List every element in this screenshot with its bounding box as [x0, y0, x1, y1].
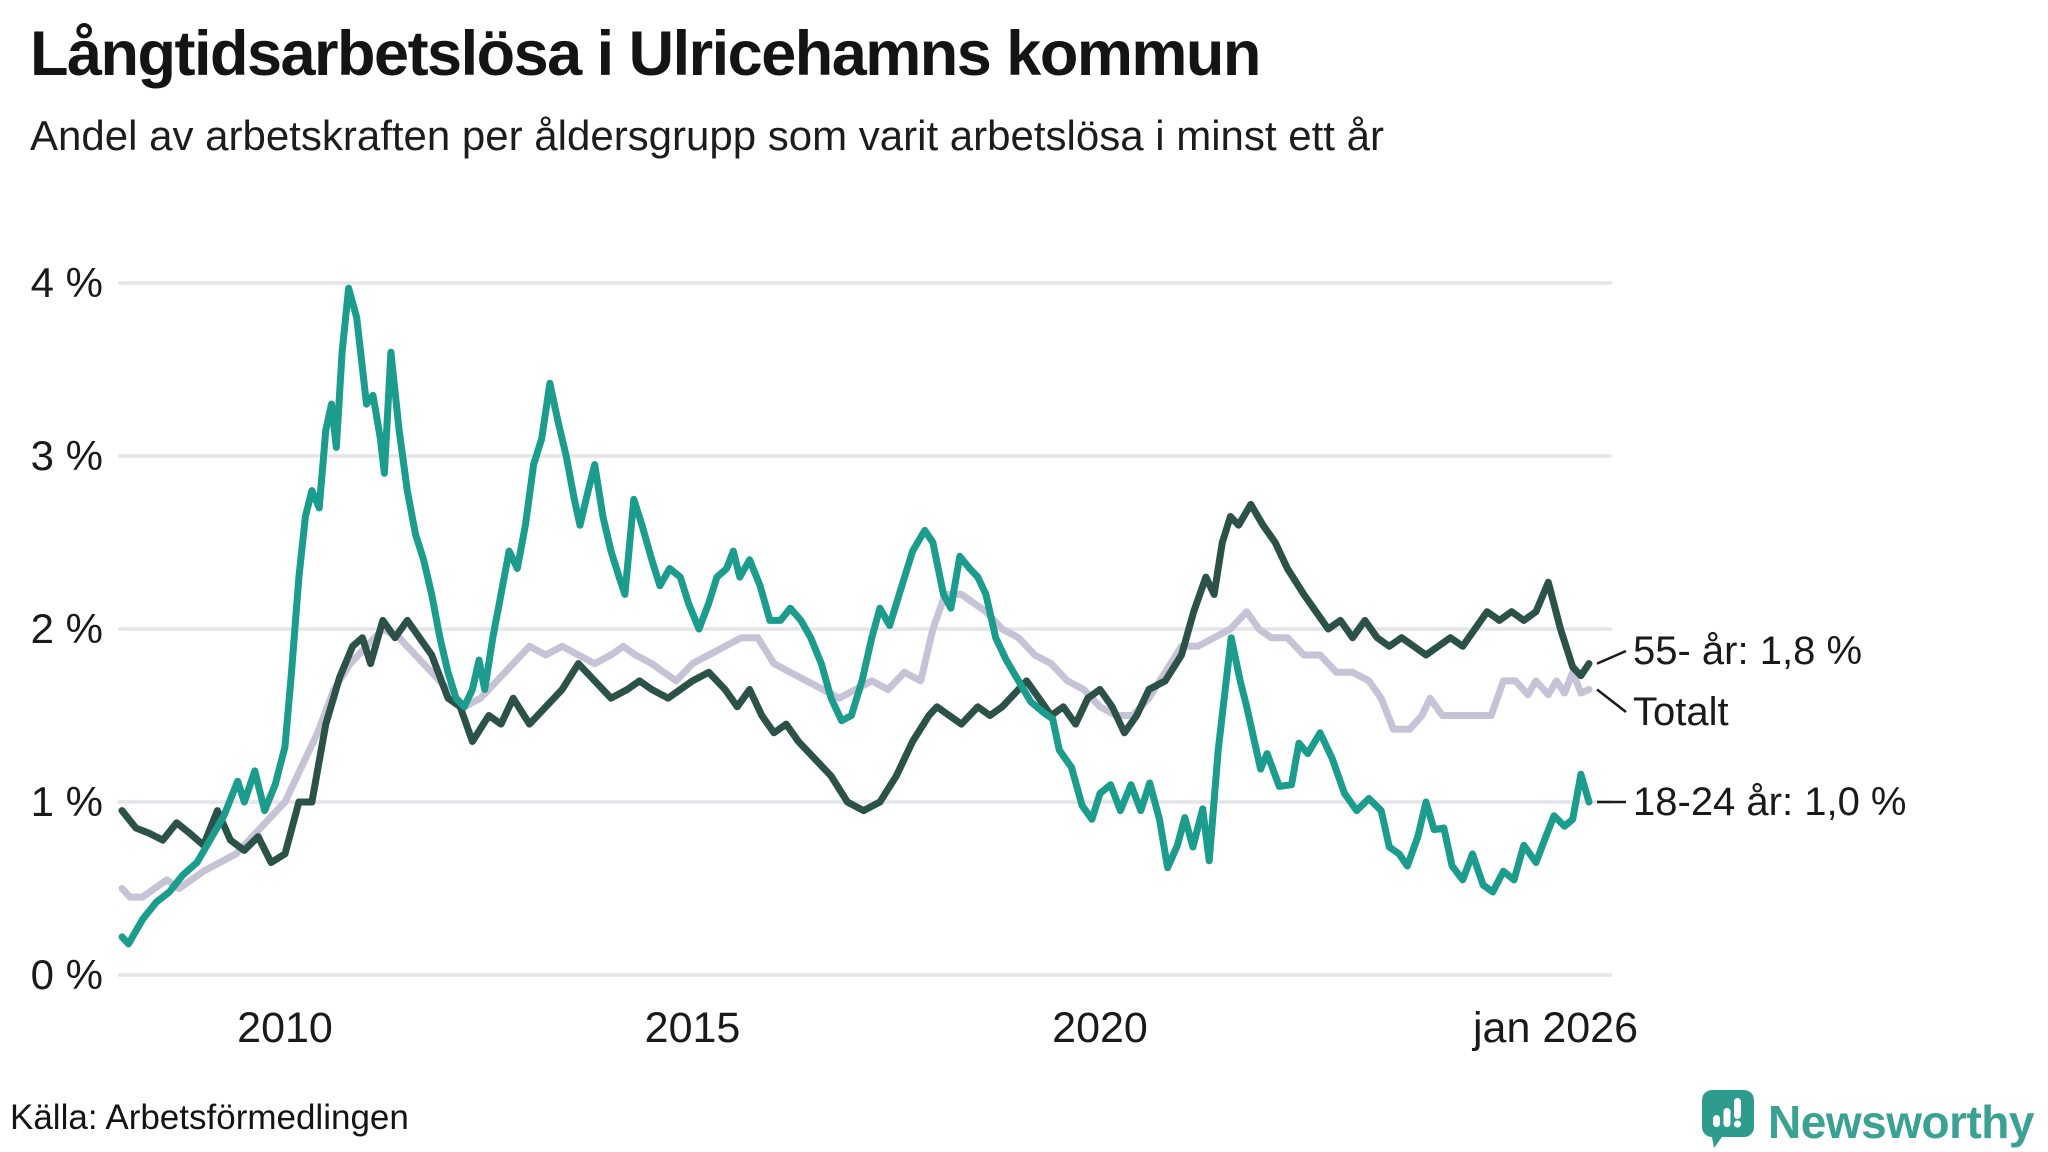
brand-logo: Newsworthy	[1702, 1090, 2034, 1152]
x-axis-tick-label: 2010	[237, 1004, 333, 1052]
end-label-connector	[1596, 649, 1627, 665]
x-axis-tick-label: jan 2026	[1471, 1004, 1638, 1052]
y-axis-tick-label: 3 %	[31, 432, 103, 479]
series-line-18-24-r	[118, 284, 1593, 948]
series-end-label-totalt: Totalt	[1633, 690, 1729, 734]
page-title: Långtidsarbetslösa i Ulricehamns kommun	[30, 19, 1261, 89]
x-axis-tick-label: 2015	[645, 1004, 741, 1052]
end-label-connector	[1596, 688, 1627, 713]
series-line-totalt	[118, 590, 1593, 901]
series-end-label-18-24-ar: 18-24 år: 1,0 %	[1633, 780, 1907, 824]
y-axis-tick-label: 1 %	[31, 778, 103, 825]
series-line-55-r	[118, 500, 1593, 866]
series-end-label-55-ar: 55- år: 1,8 %	[1633, 629, 1863, 673]
source-note: Källa: Arbetsförmedlingen	[10, 1098, 409, 1137]
x-axis-tick-label: 2020	[1052, 1004, 1148, 1052]
y-axis-tick-label: 2 %	[31, 605, 103, 652]
brand-name: Newsworthy	[1768, 1095, 2034, 1148]
page-subtitle: Andel av arbetskraften per åldersgrupp s…	[30, 112, 1384, 159]
y-axis-tick-label: 0 %	[31, 951, 103, 998]
newsworthy-speech-bubble-bar-chart-icon	[1702, 1090, 1755, 1152]
y-axis-tick-label: 4 %	[31, 259, 103, 306]
